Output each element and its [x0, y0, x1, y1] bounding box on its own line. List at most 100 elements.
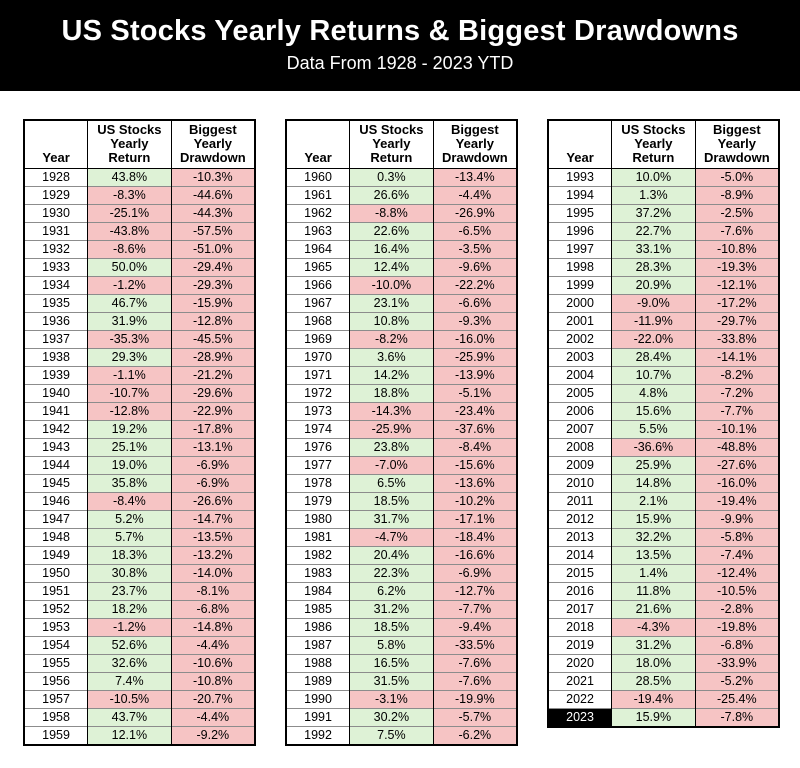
- year-cell: 1997: [547, 240, 613, 259]
- table-row: 1966 -10.0% -22.2%: [285, 276, 518, 295]
- table-row: 1953 -1.2% -14.8%: [23, 618, 256, 637]
- year-cell: 1937: [23, 330, 89, 349]
- drawdown-cell: -8.2%: [694, 366, 780, 385]
- table-row: 2022 -19.4% -25.4%: [547, 690, 780, 709]
- drawdown-cell: -37.6%: [432, 420, 518, 439]
- return-cell: 33.1%: [611, 240, 696, 259]
- table-row: 1972 18.8% -5.1%: [285, 384, 518, 403]
- drawdown-cell: -22.9%: [170, 402, 256, 421]
- drawdown-cell: -4.4%: [170, 636, 256, 655]
- table-row: 1940 -10.7% -29.6%: [23, 384, 256, 403]
- return-cell: 0.3%: [349, 168, 434, 187]
- year-cell: 1989: [285, 672, 351, 691]
- return-cell: 15.9%: [611, 510, 696, 529]
- table-row: 1962 -8.8% -26.9%: [285, 204, 518, 223]
- drawdown-cell: -33.9%: [694, 654, 780, 673]
- table-row: 1997 33.1% -10.8%: [547, 240, 780, 259]
- drawdown-cell: -18.4%: [432, 528, 518, 547]
- drawdown-cell: -5.8%: [694, 528, 780, 547]
- table-row: 2019 31.2% -6.8%: [547, 636, 780, 655]
- return-cell: 50.0%: [87, 258, 172, 277]
- table-1960-1992: Year US Stocks Yearly Return Biggest Yearl…: [285, 119, 518, 746]
- table-row: 1937 -35.3% -45.5%: [23, 330, 256, 349]
- return-cell: -35.3%: [87, 330, 172, 349]
- year-cell: 1933: [23, 258, 89, 277]
- return-cell: 5.7%: [87, 528, 172, 547]
- table-row: 1942 19.2% -17.8%: [23, 420, 256, 439]
- year-cell: 1976: [285, 438, 351, 457]
- drawdown-cell: -14.8%: [170, 618, 256, 637]
- table-row: 2016 11.8% -10.5%: [547, 582, 780, 601]
- return-cell: 6.5%: [349, 474, 434, 493]
- drawdown-cell: -9.4%: [432, 618, 518, 637]
- table-row: 1994 1.3% -8.9%: [547, 186, 780, 205]
- return-cell: 18.5%: [349, 618, 434, 637]
- return-cell: 3.6%: [349, 348, 434, 367]
- year-cell: 2009: [547, 456, 613, 475]
- drawdown-cell: -29.4%: [170, 258, 256, 277]
- drawdown-cell: -17.8%: [170, 420, 256, 439]
- return-cell: 2.1%: [611, 492, 696, 511]
- table-row: 2020 18.0% -33.9%: [547, 654, 780, 673]
- table-row: 1946 -8.4% -26.6%: [23, 492, 256, 511]
- year-cell: 1942: [23, 420, 89, 439]
- year-cell: 1977: [285, 456, 351, 475]
- year-cell: 1988: [285, 654, 351, 673]
- year-cell: 1929: [23, 186, 89, 205]
- return-cell: -1.2%: [87, 276, 172, 295]
- drawdown-cell: -19.4%: [694, 492, 780, 511]
- table-row: 2011 2.1% -19.4%: [547, 492, 780, 511]
- drawdown-cell: -28.9%: [170, 348, 256, 367]
- year-cell: 1985: [285, 600, 351, 619]
- return-cell: 20.4%: [349, 546, 434, 565]
- drawdown-cell: -44.6%: [170, 186, 256, 205]
- table-row: 1974 -25.9% -37.6%: [285, 420, 518, 439]
- table-row: 2001 -11.9% -29.7%: [547, 312, 780, 331]
- drawdown-cell: -6.9%: [432, 564, 518, 583]
- table-row: 2008 -36.6% -48.8%: [547, 438, 780, 457]
- drawdown-cell: -19.3%: [694, 258, 780, 277]
- drawdown-cell: -9.2%: [170, 726, 256, 745]
- year-cell: 1974: [285, 420, 351, 439]
- year-cell: 2007: [547, 420, 613, 439]
- year-cell: 2011: [547, 492, 613, 511]
- year-cell: 2013: [547, 528, 613, 547]
- return-cell: 12.4%: [349, 258, 434, 277]
- table-row: 2007 5.5% -10.1%: [547, 420, 780, 439]
- drawdown-cell: -14.0%: [170, 564, 256, 583]
- table-row: 1968 10.8% -9.3%: [285, 312, 518, 331]
- return-cell: 22.7%: [611, 222, 696, 241]
- table-row: 1930 -25.1% -44.3%: [23, 204, 256, 223]
- year-cell: 1941: [23, 402, 89, 421]
- return-cell: 43.7%: [87, 708, 172, 727]
- return-cell: -8.8%: [349, 204, 434, 223]
- year-cell: 1990: [285, 690, 351, 709]
- year-cell: 2018: [547, 618, 613, 637]
- return-cell: 31.2%: [349, 600, 434, 619]
- return-cell: 14.8%: [611, 474, 696, 493]
- year-cell: 1995: [547, 204, 613, 223]
- year-column-header: Year: [547, 120, 613, 169]
- drawdown-cell: -44.3%: [170, 204, 256, 223]
- return-cell: -8.4%: [87, 492, 172, 511]
- year-cell: 1931: [23, 222, 89, 241]
- table-row: 1948 5.7% -13.5%: [23, 528, 256, 547]
- year-cell: 1946: [23, 492, 89, 511]
- year-column-header: Year: [23, 120, 89, 169]
- table-row: 2015 1.4% -12.4%: [547, 564, 780, 583]
- return-cell: 23.7%: [87, 582, 172, 601]
- return-cell: 35.8%: [87, 474, 172, 493]
- table-1993-2023: Year US Stocks Yearly Return Biggest Yearl…: [547, 119, 780, 728]
- table-header-row: Year US Stocks Yearly Return Biggest Yearl…: [285, 120, 518, 169]
- table-1928-1959: Year US Stocks Yearly Return Biggest Yearl…: [23, 119, 256, 746]
- table-row: 2010 14.8% -16.0%: [547, 474, 780, 493]
- drawdown-cell: -5.2%: [694, 672, 780, 691]
- year-cell: 1979: [285, 492, 351, 511]
- table-row: 1951 23.7% -8.1%: [23, 582, 256, 601]
- table-row: 1989 31.5% -7.6%: [285, 672, 518, 691]
- drawdown-cell: -12.1%: [694, 276, 780, 295]
- drawdown-column-header: Biggest Yearly Drawdown: [432, 120, 518, 169]
- return-cell: 7.4%: [87, 672, 172, 691]
- return-cell: 13.5%: [611, 546, 696, 565]
- return-column-header: US Stocks Yearly Return: [349, 120, 434, 169]
